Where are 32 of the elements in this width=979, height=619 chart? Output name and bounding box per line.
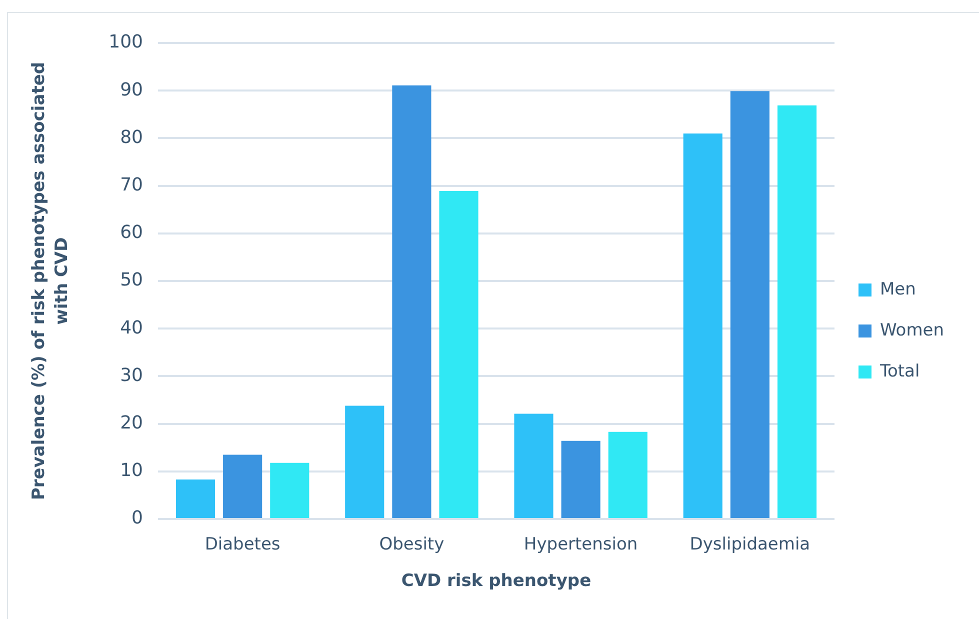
y-tick-label: 40: [120, 317, 143, 338]
x-tick-label: Obesity: [379, 534, 444, 555]
x-tick-label: Diabetes: [204, 534, 280, 555]
bar: [345, 406, 384, 518]
y-axis-title: Prevalence (%) of risk phenotypes associated with CVD: [28, 62, 72, 500]
x-tick-label: Hypertension: [524, 534, 638, 555]
legend-label: Men: [880, 279, 916, 300]
bar: [777, 105, 817, 518]
x-axis-title: CVD risk phenotype: [401, 571, 592, 592]
bar: [730, 91, 770, 518]
y-tick-label: 0: [132, 508, 143, 529]
bar: [683, 133, 722, 518]
legend-label: Total: [878, 361, 920, 382]
x-tick-label: Dyslipidaemia: [690, 534, 810, 555]
bar: [439, 191, 478, 518]
y-tick-label: 50: [120, 270, 143, 291]
y-tick-label: 60: [120, 222, 143, 244]
bar: [392, 85, 432, 518]
y-tick-label: 20: [120, 412, 143, 434]
bar: [514, 414, 554, 518]
legend-label: Women: [880, 320, 944, 340]
bar: [270, 462, 310, 518]
y-tick-label: 70: [120, 174, 143, 196]
y-tick-label: 30: [120, 364, 143, 386]
y-tick-label: 80: [120, 126, 143, 148]
bar: [223, 454, 262, 518]
y-tick-label: 100: [108, 32, 143, 53]
y-tick-label: 10: [120, 460, 143, 482]
bar: [608, 432, 648, 518]
bar: [176, 479, 216, 518]
y-tick-label: 90: [120, 79, 143, 100]
bar: [561, 440, 600, 518]
